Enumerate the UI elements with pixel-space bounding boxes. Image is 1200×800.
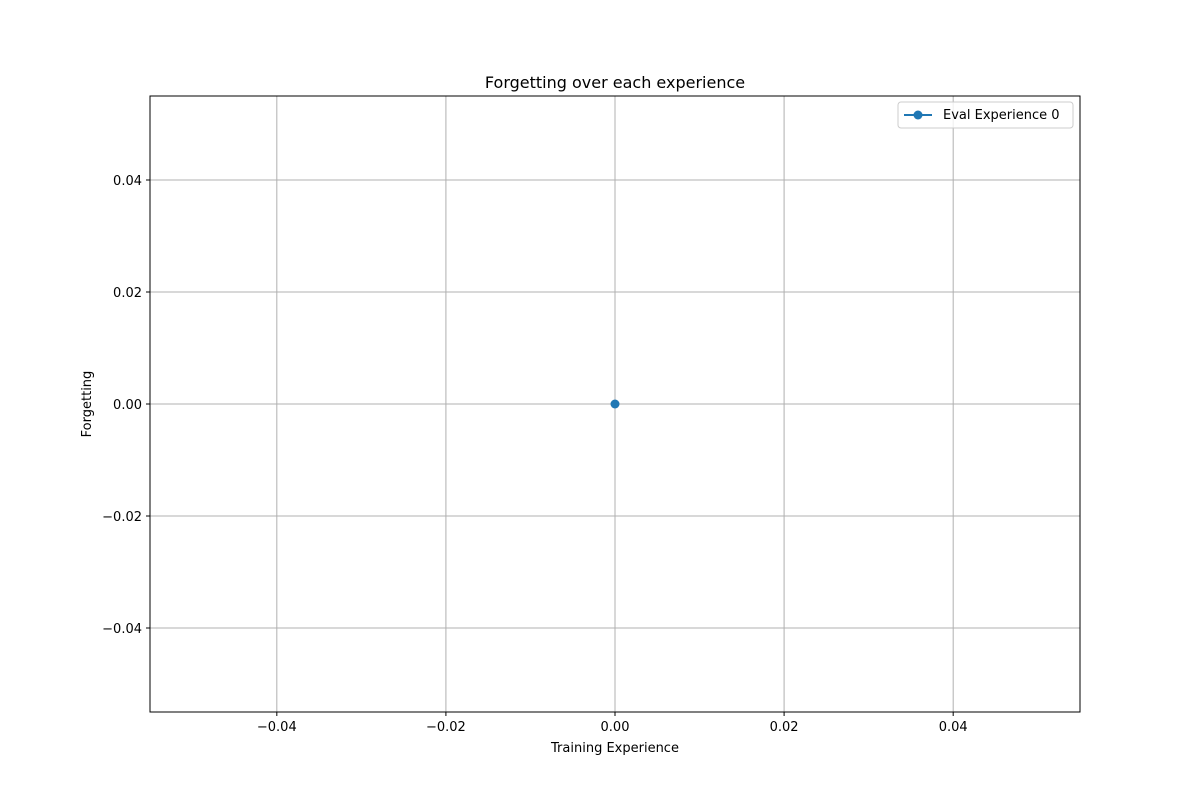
series-layer — [610, 399, 620, 409]
y-tick-label: 0.00 — [113, 398, 142, 413]
chart-title: Forgetting over each experience — [485, 73, 745, 92]
x-tick-label: 0.02 — [770, 720, 799, 735]
x-axis-ticks: −0.04 −0.02 0.00 0.02 0.04 — [257, 712, 968, 735]
y-tick-label: 0.04 — [113, 174, 142, 189]
x-tick-label: 0.04 — [939, 720, 968, 735]
x-tick-label: 0.00 — [601, 720, 630, 735]
y-tick-label: 0.02 — [113, 286, 142, 301]
legend: Eval Experience 0 — [897, 101, 1074, 129]
legend-marker-swatch — [913, 110, 923, 120]
y-tick-label: −0.02 — [102, 510, 142, 525]
y-axis-ticks: −0.04 −0.02 0.00 0.02 0.04 — [102, 174, 150, 637]
legend-box — [897, 101, 1074, 129]
x-tick-label: −0.04 — [257, 720, 297, 735]
data-point — [610, 399, 620, 409]
y-tick-label: −0.04 — [102, 622, 142, 637]
legend-label: Eval Experience 0 — [943, 108, 1060, 123]
x-tick-label: −0.02 — [426, 720, 466, 735]
x-axis-label: Training Experience — [550, 741, 679, 756]
y-axis-label: Forgetting — [80, 371, 95, 438]
